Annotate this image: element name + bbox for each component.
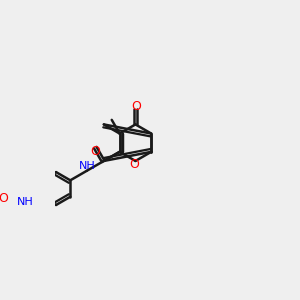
Text: NH: NH [78,161,95,171]
Text: O: O [90,145,100,158]
Text: O: O [132,100,142,113]
Text: O: O [0,192,8,205]
Text: O: O [129,158,139,171]
Text: NH: NH [16,196,33,206]
